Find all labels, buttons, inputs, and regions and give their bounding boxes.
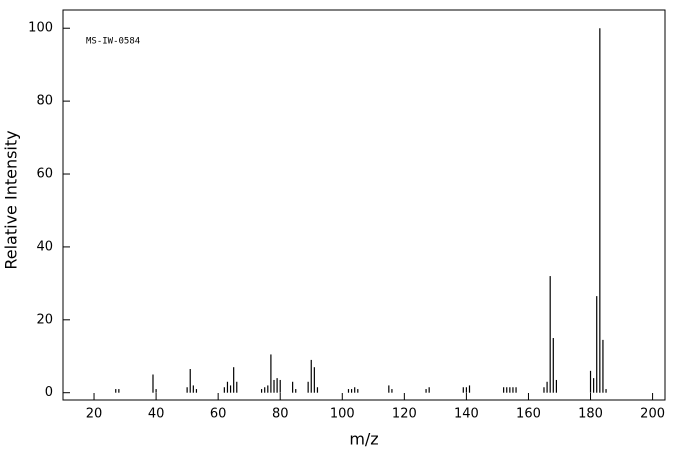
x-tick-label: 20	[86, 407, 103, 422]
y-tick-label: 100	[28, 21, 53, 36]
y-axis-label: Relative Intensity	[2, 130, 21, 269]
annotation: MS-IW-0584	[86, 37, 140, 47]
plot-frame	[62, 9, 666, 401]
x-tick-label: 120	[392, 407, 417, 422]
y-tick-label: 0	[45, 385, 53, 400]
x-tick-label: 40	[148, 407, 165, 422]
y-tick-label: 60	[36, 167, 53, 182]
x-axis-label: m/z	[349, 430, 378, 449]
x-tick-label: 60	[210, 407, 227, 422]
y-tick-label: 80	[36, 94, 53, 109]
x-tick-label: 140	[454, 407, 479, 422]
y-tick-label: 40	[36, 239, 53, 254]
y-tick-label: 20	[36, 312, 53, 327]
x-tick-label: 100	[330, 407, 355, 422]
x-tick-label: 80	[272, 407, 289, 422]
x-tick-label: 160	[516, 407, 541, 422]
x-tick-label: 180	[578, 407, 603, 422]
x-tick-label: 200	[640, 407, 665, 422]
